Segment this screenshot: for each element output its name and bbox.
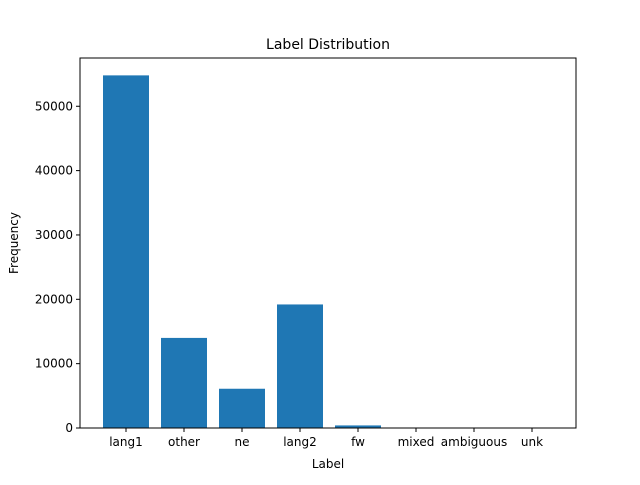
plot-background	[80, 58, 576, 428]
x-tick-label: lang2	[283, 435, 317, 449]
bar-lang2	[277, 304, 323, 428]
y-tick-label: 50000	[35, 99, 73, 113]
y-tick-label: 20000	[35, 292, 73, 306]
y-axis-label: Frequency	[7, 212, 21, 274]
bar-lang1	[103, 75, 149, 428]
x-tick-label: unk	[521, 435, 543, 449]
y-tick-label: 30000	[35, 228, 73, 242]
bar-ne	[219, 389, 265, 428]
bar-other	[161, 338, 207, 428]
x-axis-label: Label	[312, 457, 344, 471]
x-tick-label: ne	[235, 435, 250, 449]
y-ticks-group: 0 10000 20000 30000 40000 50000	[35, 99, 80, 435]
x-tick-label: ambiguous	[441, 435, 507, 449]
x-tick-label: other	[168, 435, 200, 449]
y-tick-label: 40000	[35, 164, 73, 178]
x-tick-label: fw	[351, 435, 365, 449]
chart-title: Label Distribution	[266, 37, 390, 53]
y-tick-label: 10000	[35, 357, 73, 371]
x-ticks-group: lang1 other ne lang2 fw mixed ambiguous unk	[109, 428, 543, 449]
x-tick-label: lang1	[109, 435, 143, 449]
y-tick-label: 0	[65, 421, 73, 435]
x-tick-label: mixed	[398, 435, 435, 449]
